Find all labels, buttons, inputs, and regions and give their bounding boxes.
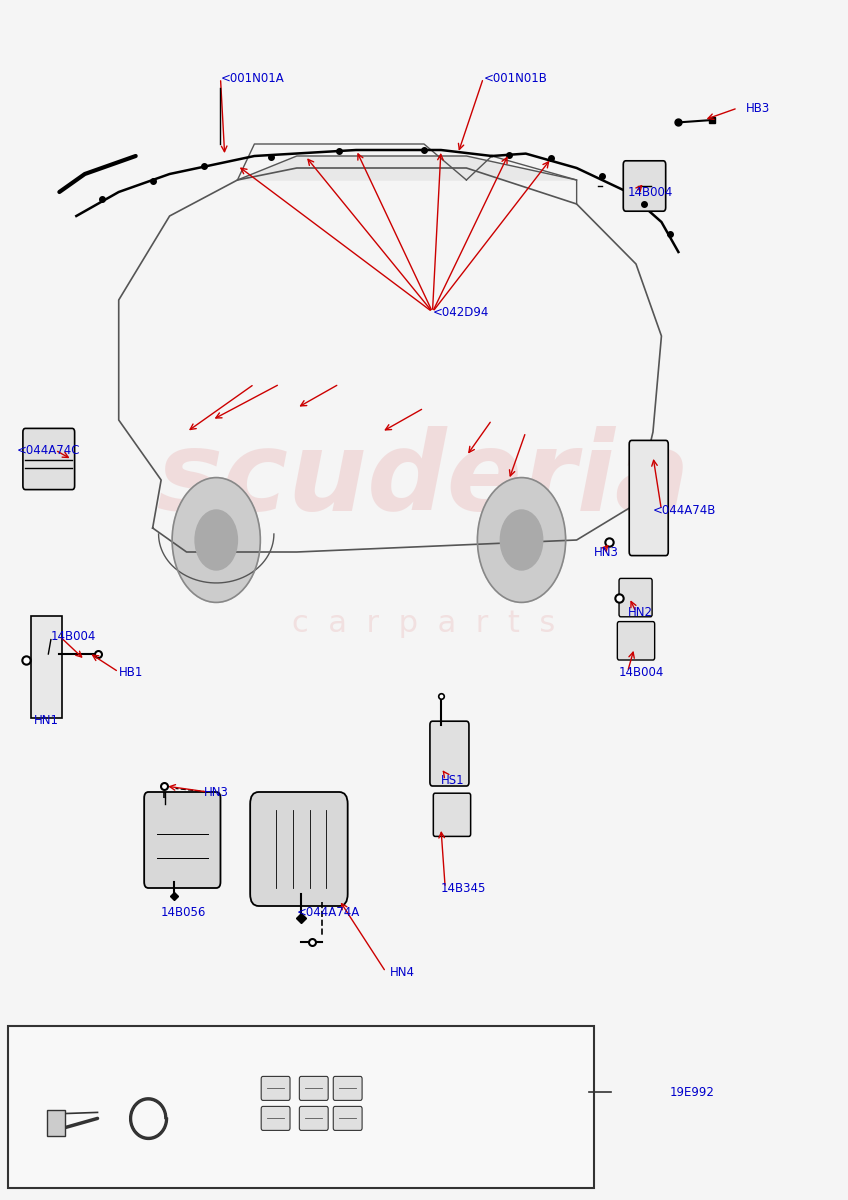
FancyBboxPatch shape	[261, 1076, 290, 1100]
FancyBboxPatch shape	[299, 1106, 328, 1130]
Text: <001N01B: <001N01B	[483, 72, 547, 84]
Text: HN4: HN4	[390, 966, 415, 978]
FancyBboxPatch shape	[333, 1106, 362, 1130]
Text: scuderia: scuderia	[157, 426, 691, 534]
Text: HN1: HN1	[34, 714, 59, 726]
Text: 14B004: 14B004	[619, 666, 665, 678]
FancyBboxPatch shape	[299, 1076, 328, 1100]
FancyBboxPatch shape	[333, 1076, 362, 1100]
Text: <042D94: <042D94	[432, 306, 488, 318]
FancyBboxPatch shape	[430, 721, 469, 786]
Text: HN3: HN3	[594, 546, 618, 558]
Bar	[31, 616, 62, 718]
FancyBboxPatch shape	[23, 428, 75, 490]
Text: HB1: HB1	[119, 666, 143, 678]
Text: <001N01A: <001N01A	[220, 72, 284, 84]
FancyBboxPatch shape	[433, 793, 471, 836]
Text: HN3: HN3	[204, 786, 228, 798]
FancyBboxPatch shape	[619, 578, 652, 617]
Circle shape	[477, 478, 566, 602]
Bar	[47, 1110, 65, 1136]
Circle shape	[172, 478, 260, 602]
FancyBboxPatch shape	[261, 1106, 290, 1130]
FancyBboxPatch shape	[629, 440, 668, 556]
FancyBboxPatch shape	[144, 792, 220, 888]
Text: 14B056: 14B056	[161, 906, 207, 918]
FancyBboxPatch shape	[617, 622, 655, 660]
Text: HS1: HS1	[441, 774, 465, 786]
Text: HB3: HB3	[746, 102, 771, 114]
Text: <044A74C: <044A74C	[17, 444, 81, 456]
FancyBboxPatch shape	[250, 792, 348, 906]
FancyBboxPatch shape	[623, 161, 666, 211]
Text: 14B345: 14B345	[441, 882, 487, 894]
Bar	[8, 1026, 594, 1188]
Text: 14B004: 14B004	[628, 186, 673, 198]
Polygon shape	[237, 156, 577, 180]
Text: 19E992: 19E992	[670, 1086, 715, 1098]
Text: 14B004: 14B004	[51, 630, 97, 642]
Text: <044A74B: <044A74B	[653, 504, 717, 516]
Circle shape	[500, 510, 543, 570]
Text: HN2: HN2	[628, 606, 652, 618]
Text: <044A74A: <044A74A	[297, 906, 360, 918]
Circle shape	[195, 510, 237, 570]
Text: c  a  r  p  a  r  t  s: c a r p a r t s	[293, 610, 555, 638]
